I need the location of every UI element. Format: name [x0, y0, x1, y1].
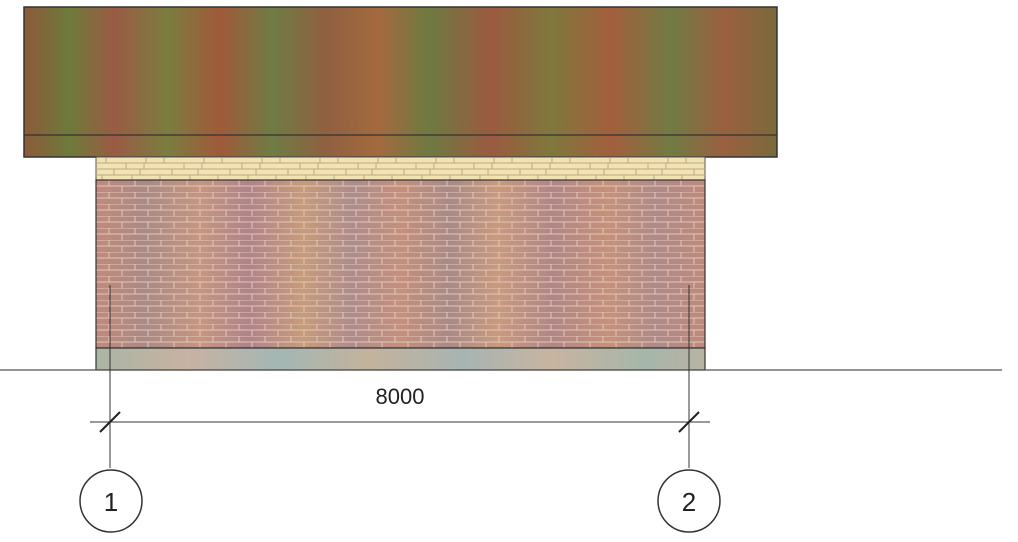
plinth: [95, 347, 706, 371]
axis-label-1: 1: [104, 487, 118, 517]
dimension-value: 8000: [376, 384, 425, 409]
stone-frieze: [95, 156, 706, 181]
axis-marker-1: 1: [79, 469, 143, 533]
dimension-tick-left: [99, 411, 121, 433]
dimension-tick-right: [678, 411, 700, 433]
dimension: 8000: [90, 384, 710, 433]
roof: [23, 6, 778, 158]
axis-label-2: 2: [682, 487, 696, 517]
axis-marker-2: 2: [657, 469, 721, 533]
brick-wall: [95, 179, 706, 349]
